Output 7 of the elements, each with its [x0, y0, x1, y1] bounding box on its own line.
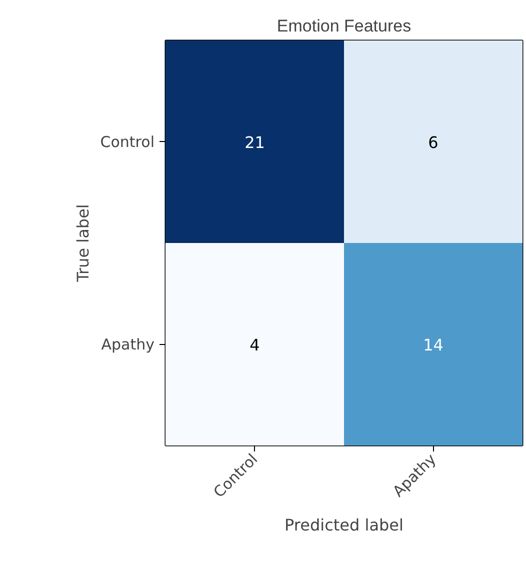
- data-label: 4: [250, 335, 260, 354]
- data-label: 21: [244, 132, 265, 152]
- y-axis-title: True label: [73, 204, 92, 283]
- data-label: 14: [423, 335, 444, 354]
- x-axis-title: Predicted label: [284, 516, 404, 535]
- data-label: 6: [428, 132, 438, 152]
- chart-title: Emotion Features: [276, 16, 412, 36]
